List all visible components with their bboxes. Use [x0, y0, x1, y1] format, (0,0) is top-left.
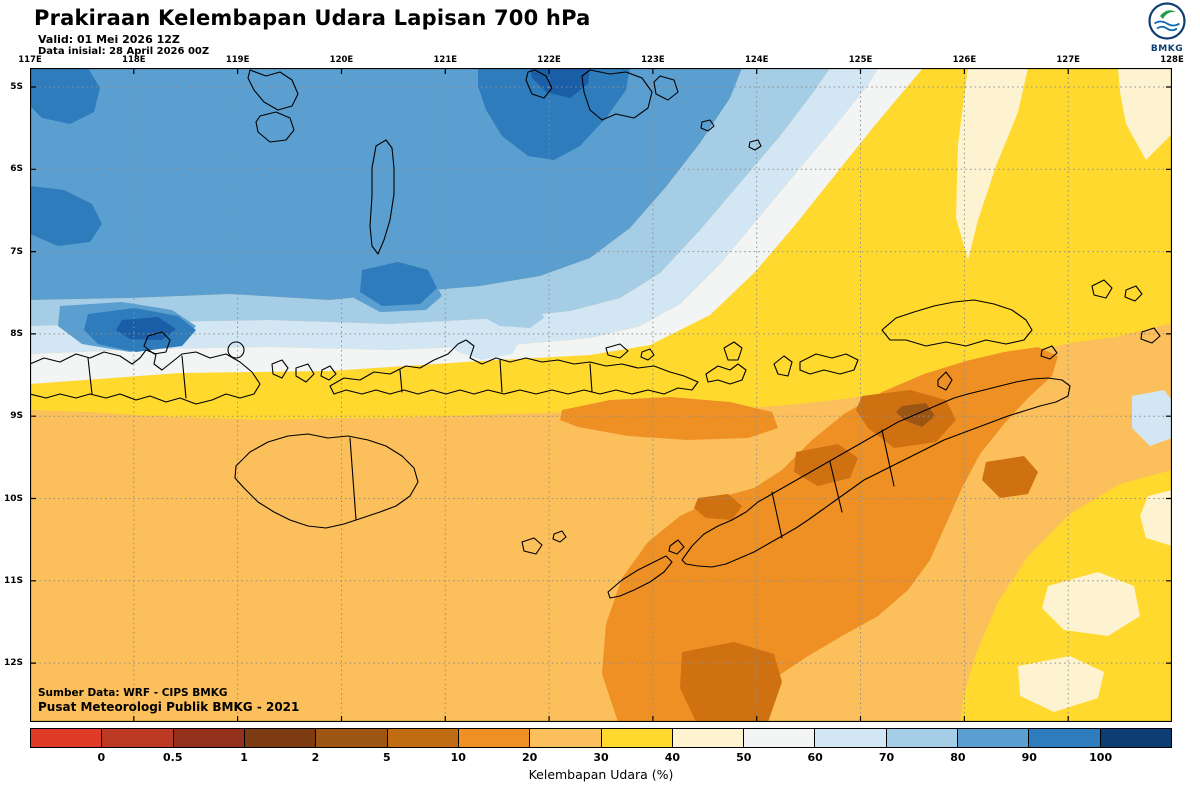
colorbar-cell — [744, 729, 816, 747]
colorbar-cells — [30, 728, 1172, 748]
colorbar-tick-label: 90 — [1021, 751, 1037, 764]
lon-tick-label: 126E — [952, 55, 977, 65]
colorbar-cell — [173, 729, 245, 747]
lon-axis: 117E 118E 119E 120E 121E 122E 123E 124E 125E 126E… — [18, 55, 1184, 66]
contour-fill-layers — [30, 68, 1172, 722]
lat-tick-label: 7S — [10, 246, 23, 257]
source-attribution: Sumber Data: WRF - CIPS BMKG Pusat Meteo… — [38, 687, 299, 716]
map-frame — [30, 68, 1172, 722]
bmkg-logo-label: BMKG — [1150, 44, 1184, 54]
colorbar-cell — [672, 729, 745, 747]
page-title: Prakiraan Kelembapan Udara Lapisan 700 h… — [34, 6, 591, 30]
lat-tick-label: 11S — [3, 575, 23, 586]
lat-tick-label: 5S — [10, 82, 23, 92]
colorbar-cell — [387, 729, 459, 747]
bmkg-logo-icon — [1148, 2, 1186, 40]
colorbar-cell — [31, 729, 103, 747]
valid-time-line: Valid: 01 Mei 2026 12Z — [38, 33, 180, 46]
lat-tick-label: 6S — [10, 164, 23, 175]
colorbar-tick-label: 2 — [311, 751, 320, 764]
source-data-line: Sumber Data: WRF - CIPS BMKG — [38, 686, 228, 699]
colorbar-cell — [958, 729, 1030, 747]
lon-tick-label: 123E — [641, 55, 665, 65]
lon-tick-label: 122E — [537, 55, 561, 65]
lon-tick-label: 121E — [433, 55, 458, 65]
colorbar-cell — [458, 729, 531, 747]
colorbar-tick-label: 100 — [1089, 751, 1113, 764]
lat-tick-label: 8S — [10, 328, 23, 339]
map-area: Sumber Data: WRF - CIPS BMKG Pusat Meteo… — [30, 68, 1172, 722]
source-org-line: Pusat Meteorologi Publik BMKG - 2021 — [38, 700, 300, 715]
lat-tick-label: 10S — [3, 493, 23, 504]
lon-tick-label: 117E — [18, 55, 42, 65]
lon-tick-label: 124E — [744, 55, 769, 65]
lon-tick-label: 120E — [329, 55, 354, 65]
lon-tick-label: 119E — [225, 55, 250, 65]
colorbar-cell — [886, 729, 959, 747]
colorbar-tick-label: 10 — [450, 751, 466, 764]
colorbar-label: Kelembapan Udara (%) — [528, 767, 674, 782]
colorbar-cell — [1100, 729, 1171, 747]
colorbar-tick-label: 30 — [593, 751, 609, 764]
colorbar: 0 0.5 1 2 5 10 20 30 40 50 60 70 80 90 100 Kelembapan … — [30, 728, 1172, 782]
lon-tick-label: 127E — [1056, 55, 1080, 65]
colorbar-cell — [102, 729, 174, 747]
colorbar-cell — [316, 729, 388, 747]
lat-axis: 5S 6S 7S 8S 9S 10S 11S 12S — [0, 68, 27, 722]
colorbar-cell — [815, 729, 887, 747]
colorbar-tick-label: 5 — [383, 751, 391, 764]
colorbar-tick-label: 50 — [736, 751, 752, 764]
lat-tick-label: 9S — [10, 411, 23, 422]
island-outlines — [30, 69, 1161, 599]
colorbar-cell — [244, 729, 317, 747]
colorbar-tick-label: 80 — [950, 751, 966, 764]
initial-data-line: Data inisial: 28 April 2026 00Z — [38, 46, 210, 57]
humidity-contour-map — [30, 68, 1172, 722]
bmkg-logo: BMKG — [1142, 2, 1192, 54]
colorbar-tick-label: 0.5 — [163, 751, 183, 764]
colorbar-tick-label: 60 — [807, 751, 823, 764]
colorbar-cell — [601, 729, 673, 747]
colorbar-tick-label: 70 — [878, 751, 895, 764]
colorbar-tick-label: 40 — [664, 751, 681, 764]
lon-tick-label: 125E — [848, 55, 873, 65]
colorbar-cell — [1029, 729, 1101, 747]
lat-tick-label: 12S — [3, 658, 23, 669]
colorbar-tick-label: 0 — [97, 751, 106, 764]
colorbar-ticks: 0 0.5 1 2 5 10 20 30 40 50 60 70 80 90 100 — [30, 748, 1172, 764]
frame-ticks — [30, 68, 1172, 722]
lon-tick-label: 118E — [122, 55, 146, 65]
colorbar-tick-label: 1 — [240, 751, 248, 764]
colorbar-tick-label: 20 — [521, 751, 538, 764]
colorbar-cell — [530, 729, 602, 747]
lon-tick-label: 128E — [1160, 55, 1184, 65]
